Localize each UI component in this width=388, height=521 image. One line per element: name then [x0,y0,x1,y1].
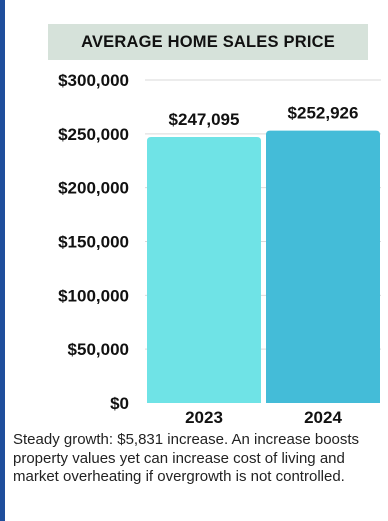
y-tick-label: $150,000 [58,233,129,252]
chart-caption: Steady growth: $5,831 increase. An incre… [13,431,360,485]
bar-2023 [147,136,261,403]
x-tick-label: 2024 [304,408,342,427]
y-tick-label: $50,000 [68,340,129,359]
bar-2024 [266,130,380,403]
bar-chart: $0 $50,000 $100,000 $150,000 $200,000 $250,00… [58,71,381,427]
x-tick-label: 2023 [185,408,223,427]
y-tick-label: $200,000 [58,179,129,198]
bar-value-label: $252,926 [288,104,359,123]
chart-title: AVERAGE HOME SALES PRICE [48,24,368,60]
y-tick-label: $250,000 [58,125,129,144]
chart-panel: AVERAGE HOME SALES PRICE $0 $50,000 $100,0… [5,0,388,521]
y-tick-label: $300,000 [58,71,129,90]
y-tick-label: $100,000 [58,286,129,305]
y-tick-label: $0 [110,394,129,413]
bar-value-label: $247,095 [169,110,240,129]
